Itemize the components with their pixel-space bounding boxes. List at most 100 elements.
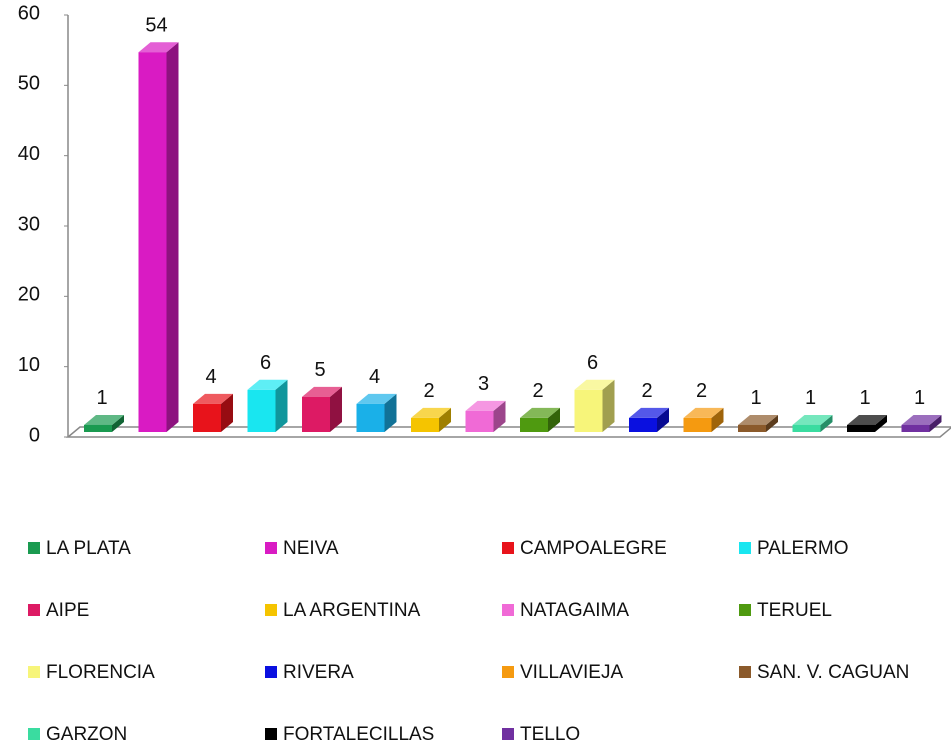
legend-swatch [265,604,277,616]
legend-swatch [739,542,751,554]
legend-label: GARZON [46,724,127,745]
data-label: 2 [423,380,434,402]
bar-side [439,407,451,432]
bar [520,417,548,432]
data-label: 1 [805,387,816,409]
legend-swatch [502,604,514,616]
bar-side [929,414,942,432]
bar-top [792,414,833,425]
bar-side [711,407,724,432]
data-label: 54 [145,14,167,36]
legend-label: PALERMO [757,538,849,559]
bar [247,389,276,432]
bar-top [247,379,288,390]
y-tick-label: 0 [29,424,40,446]
bar-top [847,414,887,425]
legend-label: NEIVA [283,538,339,559]
bar-side [112,414,124,432]
bar [411,417,439,432]
bar [84,424,112,432]
bar-top [465,400,506,411]
legend-swatch [265,728,277,740]
bar [138,52,167,432]
bar [629,417,657,432]
bar-top [411,407,451,418]
legend-label: TERUEL [757,600,832,621]
bar-side [820,414,833,432]
legend-swatch [739,666,751,678]
bar [302,396,330,432]
bar-top [138,42,179,53]
bar-top [520,407,560,418]
bar-top [193,393,233,404]
legend-label: LA ARGENTINA [283,600,421,621]
bar [683,417,712,432]
bar-side [602,379,615,432]
legend-label: FLORENCIA [46,662,155,683]
legend-swatch [28,604,40,616]
bar [574,389,603,432]
data-label: 4 [369,366,380,388]
bar-top [629,407,669,418]
y-tick-label: 30 [18,213,40,235]
legend-swatch [265,542,277,554]
legend-swatch [502,666,514,678]
bar [356,403,385,432]
legend-label: SAN. V. CAGUAN [757,662,909,683]
bar-side [221,393,233,432]
bar-side [275,379,288,432]
legend-label: VILLAVIEJA [520,662,623,683]
bar-top [901,414,942,425]
y-tick-label: 50 [18,73,40,95]
data-label: 1 [859,387,870,409]
data-label: 1 [750,387,761,409]
data-label: 3 [478,373,489,395]
legend-label: NATAGAIMA [520,600,629,621]
data-label: 2 [696,380,707,402]
legend-swatch [265,666,277,678]
y-tick-label: 40 [18,143,40,165]
legend-swatch [28,542,40,554]
bar [738,424,766,432]
legend-label: TELLO [520,724,580,745]
legend-label: CAMPOALEGRE [520,538,667,559]
bar-side [875,414,887,432]
bar-top [84,414,124,425]
data-label: 2 [641,380,652,402]
bar-top [302,386,342,397]
bar-side [384,393,397,432]
legend-label: RIVERA [283,662,354,683]
bar [465,410,494,432]
data-label: 1 [96,387,107,409]
bar-side [548,407,560,432]
bar-side [330,386,342,432]
data-label: 2 [532,380,543,402]
legend-label: FORTALECILLAS [283,724,434,745]
legend-swatch [502,542,514,554]
bar [193,403,221,432]
legend-label: LA PLATA [46,538,131,559]
bar-side [657,407,669,432]
y-tick-label: 10 [18,354,40,376]
bar [847,424,875,432]
bar-side [493,400,506,432]
y-tick-label: 20 [18,284,40,306]
bar-top [738,414,778,425]
data-label: 1 [914,387,925,409]
legend-swatch [28,728,40,740]
bar-top [574,379,615,390]
floor [65,426,951,438]
data-label: 6 [587,352,598,374]
data-label: 4 [205,366,216,388]
bar-side [166,42,179,432]
legend-swatch [739,604,751,616]
y-tick-label: 60 [18,2,40,24]
bar [901,424,930,432]
legend-swatch [502,728,514,740]
legend-swatch [28,666,40,678]
bar-top [683,407,724,418]
bar [792,424,821,432]
bar-top [356,393,397,404]
legend-label: AIPE [46,600,89,621]
